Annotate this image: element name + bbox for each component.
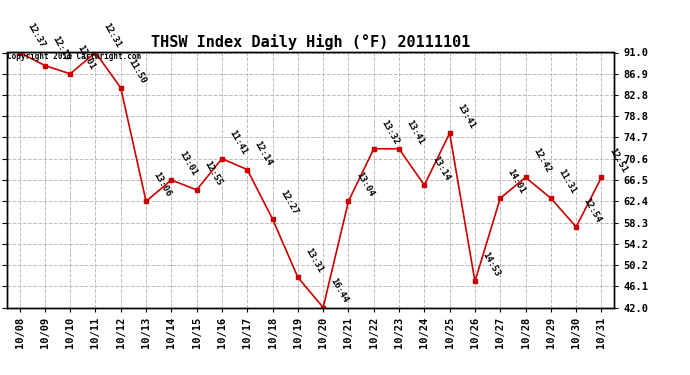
Text: 12:55: 12:55 bbox=[202, 159, 224, 187]
Text: 14:53: 14:53 bbox=[480, 251, 502, 279]
Text: 16:44: 16:44 bbox=[328, 277, 350, 305]
Text: 13:31: 13:31 bbox=[304, 247, 324, 274]
Text: 13:01: 13:01 bbox=[76, 43, 97, 71]
Title: THSW Index Daily High (°F) 20111101: THSW Index Daily High (°F) 20111101 bbox=[151, 34, 470, 50]
Text: 12:14: 12:14 bbox=[253, 139, 274, 167]
Text: 13:04: 13:04 bbox=[354, 171, 375, 198]
Text: 12:31: 12:31 bbox=[101, 22, 122, 50]
Text: Copyright 2011 Cartwright.com: Copyright 2011 Cartwright.com bbox=[7, 53, 141, 62]
Text: 13:06: 13:06 bbox=[152, 171, 172, 198]
Text: 12:42: 12:42 bbox=[531, 147, 552, 175]
Text: 12:37: 12:37 bbox=[25, 22, 46, 50]
Text: 13:01: 13:01 bbox=[177, 150, 198, 177]
Text: 12:27: 12:27 bbox=[278, 189, 299, 216]
Text: 13:14: 13:14 bbox=[430, 154, 451, 182]
Text: 12:51: 12:51 bbox=[607, 147, 628, 175]
Text: 14:01: 14:01 bbox=[506, 168, 527, 195]
Text: 13:41: 13:41 bbox=[455, 103, 476, 130]
Text: 13:41: 13:41 bbox=[404, 118, 426, 146]
Text: 11:50: 11:50 bbox=[126, 57, 148, 85]
Text: 11:41: 11:41 bbox=[228, 128, 248, 156]
Text: 12:19: 12:19 bbox=[50, 35, 72, 63]
Text: 11:31: 11:31 bbox=[556, 168, 578, 195]
Text: 12:54: 12:54 bbox=[582, 196, 603, 224]
Text: 13:32: 13:32 bbox=[380, 118, 400, 146]
